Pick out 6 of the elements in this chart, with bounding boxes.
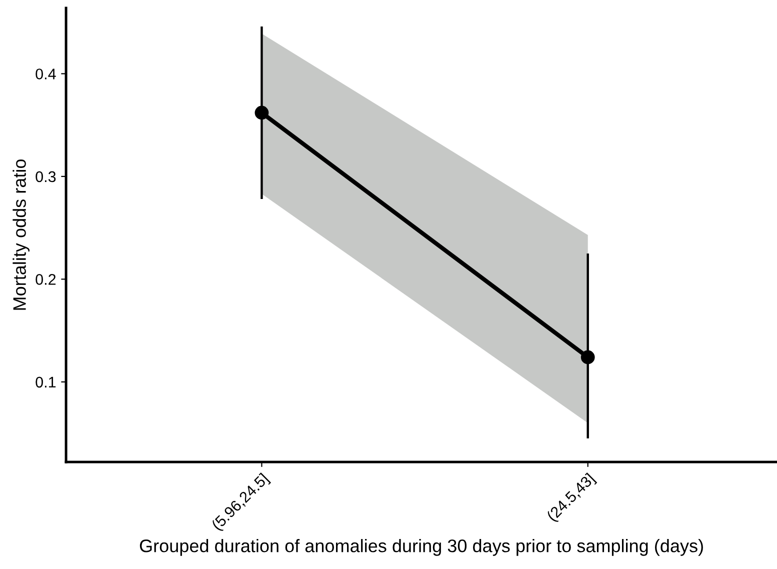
- y-tick-label: 0.3: [36, 171, 56, 182]
- y-tick-label: 0.1: [36, 376, 56, 388]
- y-tick-label: 0.4: [36, 68, 56, 80]
- y-axis-title: Mortality odds ratio: [12, 159, 30, 310]
- y-tick-label: 0.2: [36, 274, 56, 285]
- x-axis-title: Grouped duration of anomalies during 30 days prior to sampling (days): [140, 539, 703, 556]
